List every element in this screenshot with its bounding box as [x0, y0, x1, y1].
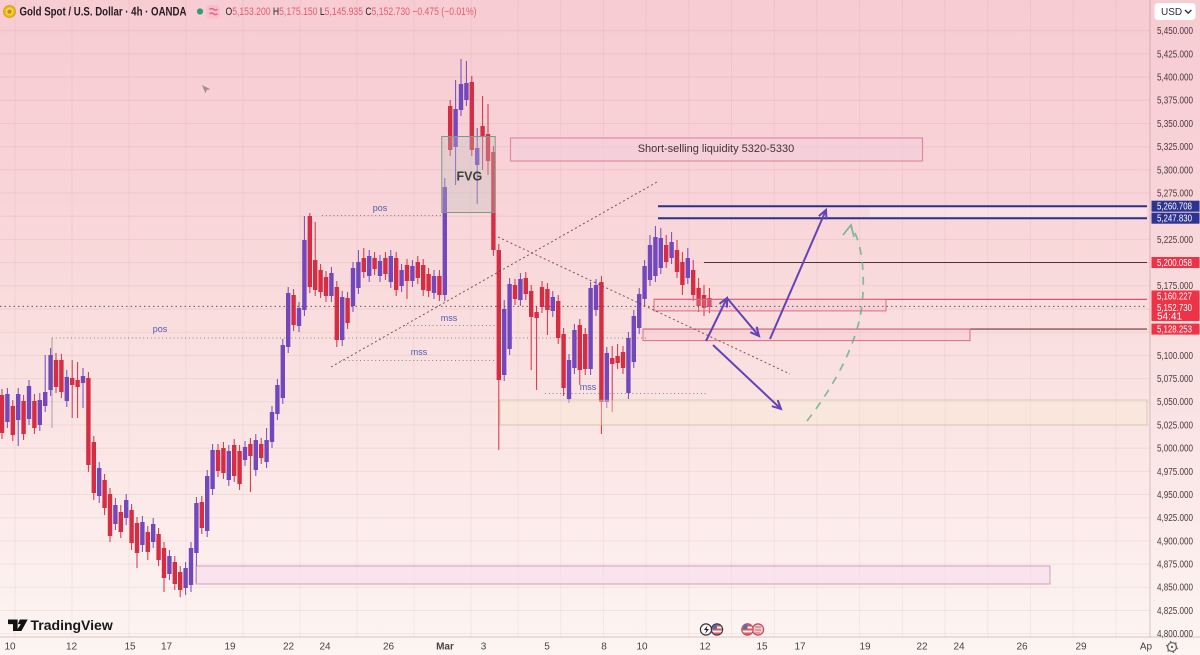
svg-text:5,025.000: 5,025.000	[1157, 420, 1193, 431]
svg-text:5,160.227: 5,160.227	[1157, 292, 1192, 303]
svg-text:5,175.000: 5,175.000	[1157, 281, 1193, 292]
svg-text:Gold Spot / U.S. Dollar · 4h ·: Gold Spot / U.S. Dollar · 4h · OANDA	[20, 7, 187, 19]
svg-text:15: 15	[756, 642, 768, 653]
svg-text:4,800.000: 4,800.000	[1157, 629, 1193, 640]
svg-text:17: 17	[794, 642, 806, 653]
svg-text:5,152.730: 5,152.730	[1157, 303, 1192, 314]
svg-text:12: 12	[699, 642, 711, 653]
svg-text:5,350.000: 5,350.000	[1157, 119, 1193, 130]
svg-text:22: 22	[283, 642, 295, 653]
svg-text:mss: mss	[411, 347, 428, 357]
svg-text:5,100.000: 5,100.000	[1157, 351, 1193, 362]
svg-text:54:41: 54:41	[1157, 312, 1182, 323]
svg-text:Ap: Ap	[1140, 642, 1153, 653]
svg-text:26: 26	[1016, 642, 1028, 653]
svg-text:5,400.000: 5,400.000	[1157, 73, 1193, 84]
svg-text:5,260.708: 5,260.708	[1157, 202, 1192, 213]
svg-text:4,900.000: 4,900.000	[1157, 536, 1193, 547]
svg-text:pos: pos	[373, 203, 388, 213]
svg-text:O5,153.200 H5,175.150 L5,145.9: O5,153.200 H5,175.150 L5,145.935 C5,152.…	[226, 6, 477, 18]
svg-text:Mar: Mar	[436, 642, 454, 653]
svg-text:4,825.000: 4,825.000	[1157, 606, 1193, 617]
svg-text:12: 12	[66, 642, 78, 653]
svg-text:4,950.000: 4,950.000	[1157, 490, 1193, 501]
svg-text:4,850.000: 4,850.000	[1157, 583, 1193, 594]
svg-text:22: 22	[916, 642, 928, 653]
svg-text:4,875.000: 4,875.000	[1157, 560, 1193, 571]
svg-text:5,000.000: 5,000.000	[1157, 444, 1193, 455]
svg-text:5,300.000: 5,300.000	[1157, 165, 1193, 176]
svg-text:5,375.000: 5,375.000	[1157, 96, 1193, 107]
svg-text:mss: mss	[580, 382, 597, 392]
svg-text:TradingView: TradingView	[31, 617, 113, 633]
svg-text:10: 10	[636, 642, 648, 653]
svg-text:24: 24	[319, 642, 331, 653]
svg-text:mss: mss	[441, 313, 458, 323]
svg-text:5,247.830: 5,247.830	[1157, 214, 1192, 225]
svg-text:5,325.000: 5,325.000	[1157, 142, 1193, 153]
svg-text:Short-selling liquidity 5320-5: Short-selling liquidity 5320-5330	[638, 143, 795, 155]
svg-text:5,200.058: 5,200.058	[1157, 258, 1192, 269]
svg-text:8: 8	[601, 642, 607, 653]
svg-text:pos: pos	[153, 324, 168, 334]
svg-text:5,128.253: 5,128.253	[1157, 325, 1192, 336]
svg-text:FVG: FVG	[457, 170, 483, 184]
svg-text:19: 19	[859, 642, 871, 653]
svg-text:5: 5	[544, 642, 550, 653]
svg-text:5,450.000: 5,450.000	[1157, 26, 1193, 37]
svg-text:10: 10	[4, 642, 16, 653]
svg-text:29: 29	[1075, 642, 1087, 653]
svg-text:5,275.000: 5,275.000	[1157, 189, 1193, 200]
svg-text:17: 17	[161, 642, 173, 653]
svg-text:19: 19	[224, 642, 236, 653]
svg-text:3: 3	[481, 642, 487, 653]
svg-text:5,425.000: 5,425.000	[1157, 49, 1193, 60]
svg-text:15: 15	[124, 642, 136, 653]
svg-text:USD: USD	[1161, 7, 1182, 18]
svg-text:5,225.000: 5,225.000	[1157, 235, 1193, 246]
svg-text:5,075.000: 5,075.000	[1157, 374, 1193, 385]
svg-text:24: 24	[953, 642, 965, 653]
svg-text:5,050.000: 5,050.000	[1157, 397, 1193, 408]
svg-text:4,925.000: 4,925.000	[1157, 513, 1193, 524]
svg-text:26: 26	[383, 642, 395, 653]
svg-text:4,975.000: 4,975.000	[1157, 467, 1193, 478]
